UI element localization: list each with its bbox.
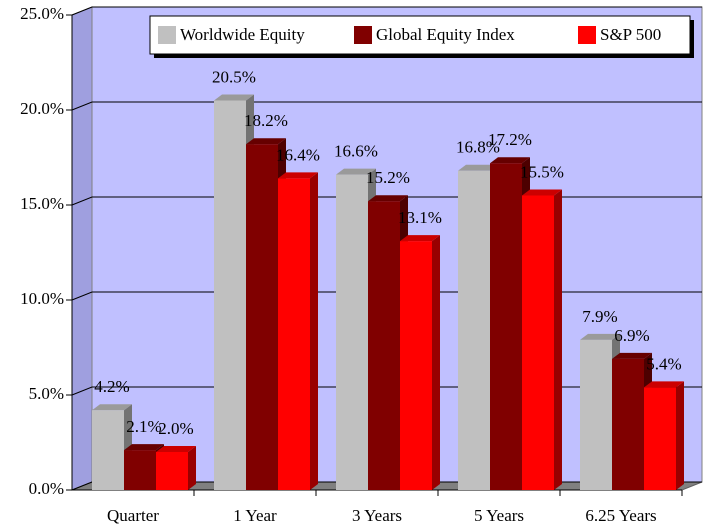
x-tick-label: 3 Years	[352, 506, 402, 525]
data-label: 15.2%	[366, 168, 410, 187]
data-label: 4.2%	[94, 377, 129, 396]
y-tick-label: 20.0%	[20, 99, 64, 118]
side-wall	[71, 6, 93, 491]
data-label: 7.9%	[582, 307, 617, 326]
y-tick-label: 5.0%	[29, 384, 64, 403]
bar-top	[92, 404, 132, 411]
data-label: 6.9%	[614, 326, 649, 345]
bar	[124, 450, 156, 490]
bar-top	[156, 446, 196, 452]
bar	[580, 339, 612, 490]
bar	[246, 144, 278, 490]
bar-top	[278, 172, 318, 179]
data-label: 15.5%	[520, 162, 564, 181]
y-tick-label: 10.0%	[20, 289, 64, 308]
data-label: 2.1%	[126, 417, 161, 436]
legend	[149, 15, 691, 55]
bar-top	[612, 352, 652, 359]
bar-top	[490, 157, 530, 164]
y-tick-label: 15.0%	[20, 194, 64, 213]
bar-side	[432, 235, 440, 490]
bar	[368, 201, 400, 490]
x-tick-label: 1 Year	[233, 506, 277, 525]
bar-top	[522, 189, 562, 196]
bar	[458, 170, 490, 491]
legend-swatch	[158, 26, 176, 44]
bar-top	[580, 333, 620, 340]
data-label: 5.4%	[646, 354, 681, 373]
grid-line	[71, 101, 702, 111]
bar	[612, 358, 644, 490]
legend-swatch	[354, 26, 372, 44]
bar-top	[124, 444, 164, 451]
bar-side	[310, 172, 318, 490]
y-tick-label: 0.0%	[29, 479, 64, 498]
bar-side	[554, 189, 562, 490]
bar	[278, 178, 310, 490]
bar-top	[400, 235, 440, 242]
data-label: 2.0%	[158, 419, 193, 438]
data-label: 17.2%	[488, 130, 532, 149]
x-tick-label: 6.25 Years	[585, 506, 656, 525]
bar	[156, 452, 188, 490]
x-tick-label: Quarter	[107, 506, 159, 525]
bar-top	[458, 164, 498, 171]
bar-top	[246, 138, 286, 145]
bar-top	[644, 381, 684, 388]
bar	[522, 195, 554, 490]
legend-label: Global Equity Index	[376, 25, 515, 44]
bar	[92, 410, 124, 490]
bar	[644, 387, 676, 490]
data-label: 16.8%	[456, 138, 500, 157]
data-label: 16.4%	[276, 145, 320, 164]
bar-side	[188, 446, 196, 490]
legend-label: S&P 500	[600, 25, 661, 44]
y-tick-label: 25.0%	[20, 4, 64, 23]
legend-swatch	[578, 26, 596, 44]
bar	[214, 100, 246, 490]
bar	[400, 241, 432, 490]
data-label: 18.2%	[244, 111, 288, 130]
x-tick-label: 5 Years	[474, 506, 524, 525]
bar-top	[368, 195, 408, 202]
bar	[490, 163, 522, 490]
data-label: 16.6%	[334, 142, 378, 161]
data-label: 13.1%	[398, 208, 442, 227]
legend-label: Worldwide Equity	[180, 25, 305, 44]
bar	[336, 174, 368, 490]
bar-top	[214, 94, 254, 101]
grid-line	[71, 6, 702, 16]
bar-top	[336, 168, 376, 175]
data-label: 20.5%	[212, 67, 256, 86]
bar-side	[676, 381, 684, 490]
